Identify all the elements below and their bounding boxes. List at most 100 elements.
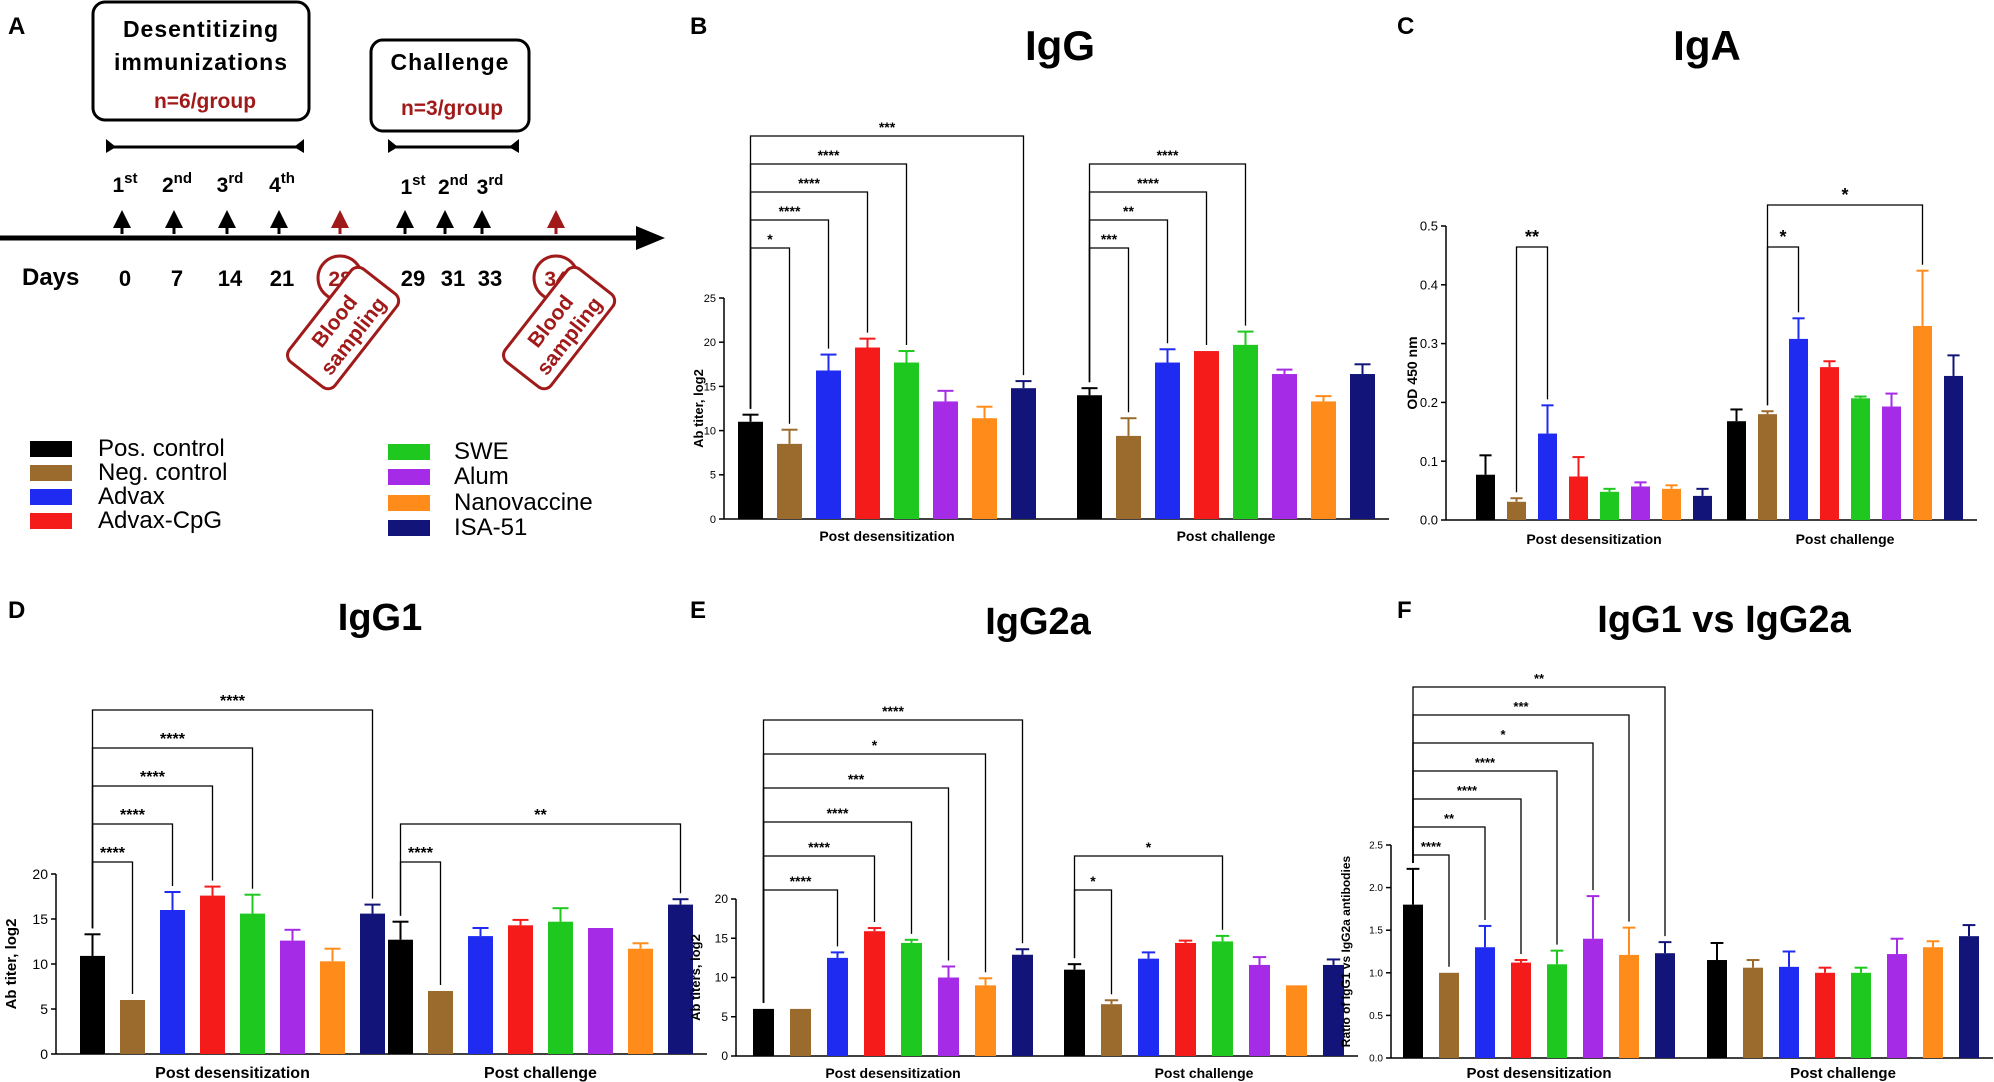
bar-d-1-3 bbox=[508, 925, 533, 1054]
bar-c-0-7 bbox=[1693, 495, 1712, 520]
significance-label-f-3: **** bbox=[1475, 755, 1496, 770]
immunization-label-3: 3rd bbox=[217, 170, 244, 197]
immunization-arrow-3-head bbox=[218, 210, 236, 228]
significance-label-d-0: **** bbox=[100, 845, 126, 862]
immunization-label-1-day: 0 bbox=[119, 266, 131, 291]
challenge-arrow-3-head bbox=[473, 210, 491, 228]
bar-e-1-6 bbox=[1286, 985, 1307, 1056]
panel-letter-c: C bbox=[1397, 13, 1414, 40]
bar-d-1-2 bbox=[468, 936, 493, 1054]
bar-f-1-4 bbox=[1851, 972, 1871, 1058]
bar-c-1-4 bbox=[1851, 398, 1870, 520]
category-label-d-1: Post challenge bbox=[484, 1065, 597, 1082]
bar-c-1-7 bbox=[1944, 375, 1963, 520]
bar-b-0-7 bbox=[1011, 388, 1036, 519]
desens-brace bbox=[106, 139, 304, 153]
legend-swatch-7 bbox=[388, 495, 430, 511]
bar-b-0-3 bbox=[855, 347, 880, 519]
significance-label-b-1: **** bbox=[779, 203, 801, 219]
bar-d-1-0 bbox=[388, 939, 413, 1054]
significance-label-e-7: * bbox=[1146, 839, 1152, 855]
significance-label-d-1: **** bbox=[120, 807, 146, 824]
chart-f: IgG1 vs IgG2a 0.0 0.5 1.0 1.5 2.0 2.5 Ratio of … bbox=[1339, 599, 1993, 1082]
bar-d-0-5 bbox=[280, 940, 305, 1054]
bar-f-1-3 bbox=[1815, 972, 1835, 1058]
significance-label-f-5: *** bbox=[1513, 699, 1529, 714]
blood-sampling-box-1 bbox=[286, 265, 401, 391]
y-tick-label-e-3: 15 bbox=[715, 931, 729, 945]
significance-bracket-e-5 bbox=[762, 719, 1024, 1003]
y-axis-title-c: OD 450 nm bbox=[1404, 336, 1420, 409]
significance-label-c-0: ** bbox=[1525, 227, 1539, 247]
significance-bracket-b-4 bbox=[749, 135, 1025, 409]
y-tick-label-e-1: 5 bbox=[721, 1010, 728, 1024]
significance-label-e-6: * bbox=[1090, 873, 1096, 889]
y-tick-label-b-3: 15 bbox=[704, 381, 716, 393]
bar-c-0-2 bbox=[1538, 433, 1557, 520]
bar-b-0-1 bbox=[777, 443, 802, 519]
significance-bracket-e-7 bbox=[1073, 855, 1224, 959]
bar-f-1-2 bbox=[1779, 966, 1799, 1058]
significance-bracket-b-8 bbox=[1088, 163, 1247, 383]
significance-bracket-d-4 bbox=[91, 709, 374, 929]
days-label: Days bbox=[22, 264, 79, 291]
schedule-marks: 1st02nd73rd144th211st292nd313rd3328Blood… bbox=[112, 170, 617, 391]
bar-f-1-0 bbox=[1707, 960, 1727, 1058]
significance-label-b-7: **** bbox=[1137, 175, 1159, 191]
bar-d-0-2 bbox=[160, 910, 185, 1054]
y-tick-label-d-3: 15 bbox=[32, 911, 48, 927]
bar-d-0-4 bbox=[240, 913, 265, 1054]
legend-label-7: Nanovaccine bbox=[454, 489, 593, 516]
challenge-box: Challenge n=3/group bbox=[369, 38, 531, 133]
legend-swatch-3 bbox=[30, 489, 72, 505]
legend-swatch-5 bbox=[388, 444, 430, 460]
bar-f-0-1 bbox=[1439, 972, 1459, 1058]
y-tick-label-d-1: 5 bbox=[40, 1001, 48, 1017]
sampling-arrow-head-1 bbox=[331, 210, 349, 228]
significance-label-d-5: **** bbox=[408, 845, 434, 862]
bar-c-1-5 bbox=[1882, 406, 1901, 520]
desens-title-1: Desentitizing bbox=[123, 16, 279, 42]
significance-bracket-c-2 bbox=[1766, 204, 1924, 406]
panel-letter-e: E bbox=[690, 597, 706, 624]
immunization-arrow-2-head bbox=[165, 210, 183, 228]
significance-label-f-4: * bbox=[1500, 727, 1506, 742]
bar-c-1-1 bbox=[1758, 414, 1777, 520]
y-tick-label-b-0: 0 bbox=[710, 514, 716, 526]
significance-bracket-e-1 bbox=[762, 855, 876, 1003]
y-tick-label-f-4: 2.0 bbox=[1369, 883, 1383, 894]
category-label-b-1: Post challenge bbox=[1177, 528, 1276, 544]
panel-letter-d: D bbox=[8, 597, 25, 624]
category-label-c-0: Post desensitization bbox=[1526, 531, 1661, 547]
bar-f-1-6 bbox=[1923, 947, 1943, 1058]
bar-e-0-6 bbox=[975, 985, 996, 1056]
chart-title-c: IgA bbox=[1673, 22, 1741, 69]
bar-d-0-1 bbox=[120, 1000, 145, 1054]
challenge-label-2-day: 31 bbox=[441, 266, 465, 291]
y-tick-label-b-1: 5 bbox=[710, 470, 716, 482]
significance-label-b-0: * bbox=[767, 231, 773, 247]
bar-f-1-5 bbox=[1887, 954, 1907, 1058]
y-tick-label-d-4: 20 bbox=[32, 866, 48, 882]
significance-bracket-f-6 bbox=[1412, 686, 1666, 937]
chart-c: IgA 0.0 0.1 0.2 0.3 0.4 0.5 OD 450 nm Post desen… bbox=[1404, 22, 1977, 547]
bar-b-1-4 bbox=[1233, 344, 1258, 519]
significance-label-b-8: **** bbox=[1157, 147, 1179, 163]
bar-c-0-6 bbox=[1662, 488, 1681, 520]
bar-b-1-5 bbox=[1272, 374, 1297, 519]
panel-letter-b: B bbox=[690, 13, 707, 40]
bar-f-0-0 bbox=[1403, 904, 1423, 1058]
bar-d-1-7 bbox=[668, 904, 693, 1054]
bar-c-0-0 bbox=[1476, 474, 1495, 520]
significance-label-b-3: **** bbox=[818, 147, 840, 163]
legend-label-3: Advax bbox=[98, 483, 165, 510]
bar-e-1-7 bbox=[1323, 964, 1344, 1056]
bar-d-1-5 bbox=[588, 928, 613, 1054]
bar-f-0-6 bbox=[1619, 954, 1639, 1058]
challenge-label-3-day: 33 bbox=[478, 266, 502, 291]
y-tick-label-d-2: 10 bbox=[32, 956, 48, 972]
sampling-arrow-head-2 bbox=[547, 210, 565, 228]
